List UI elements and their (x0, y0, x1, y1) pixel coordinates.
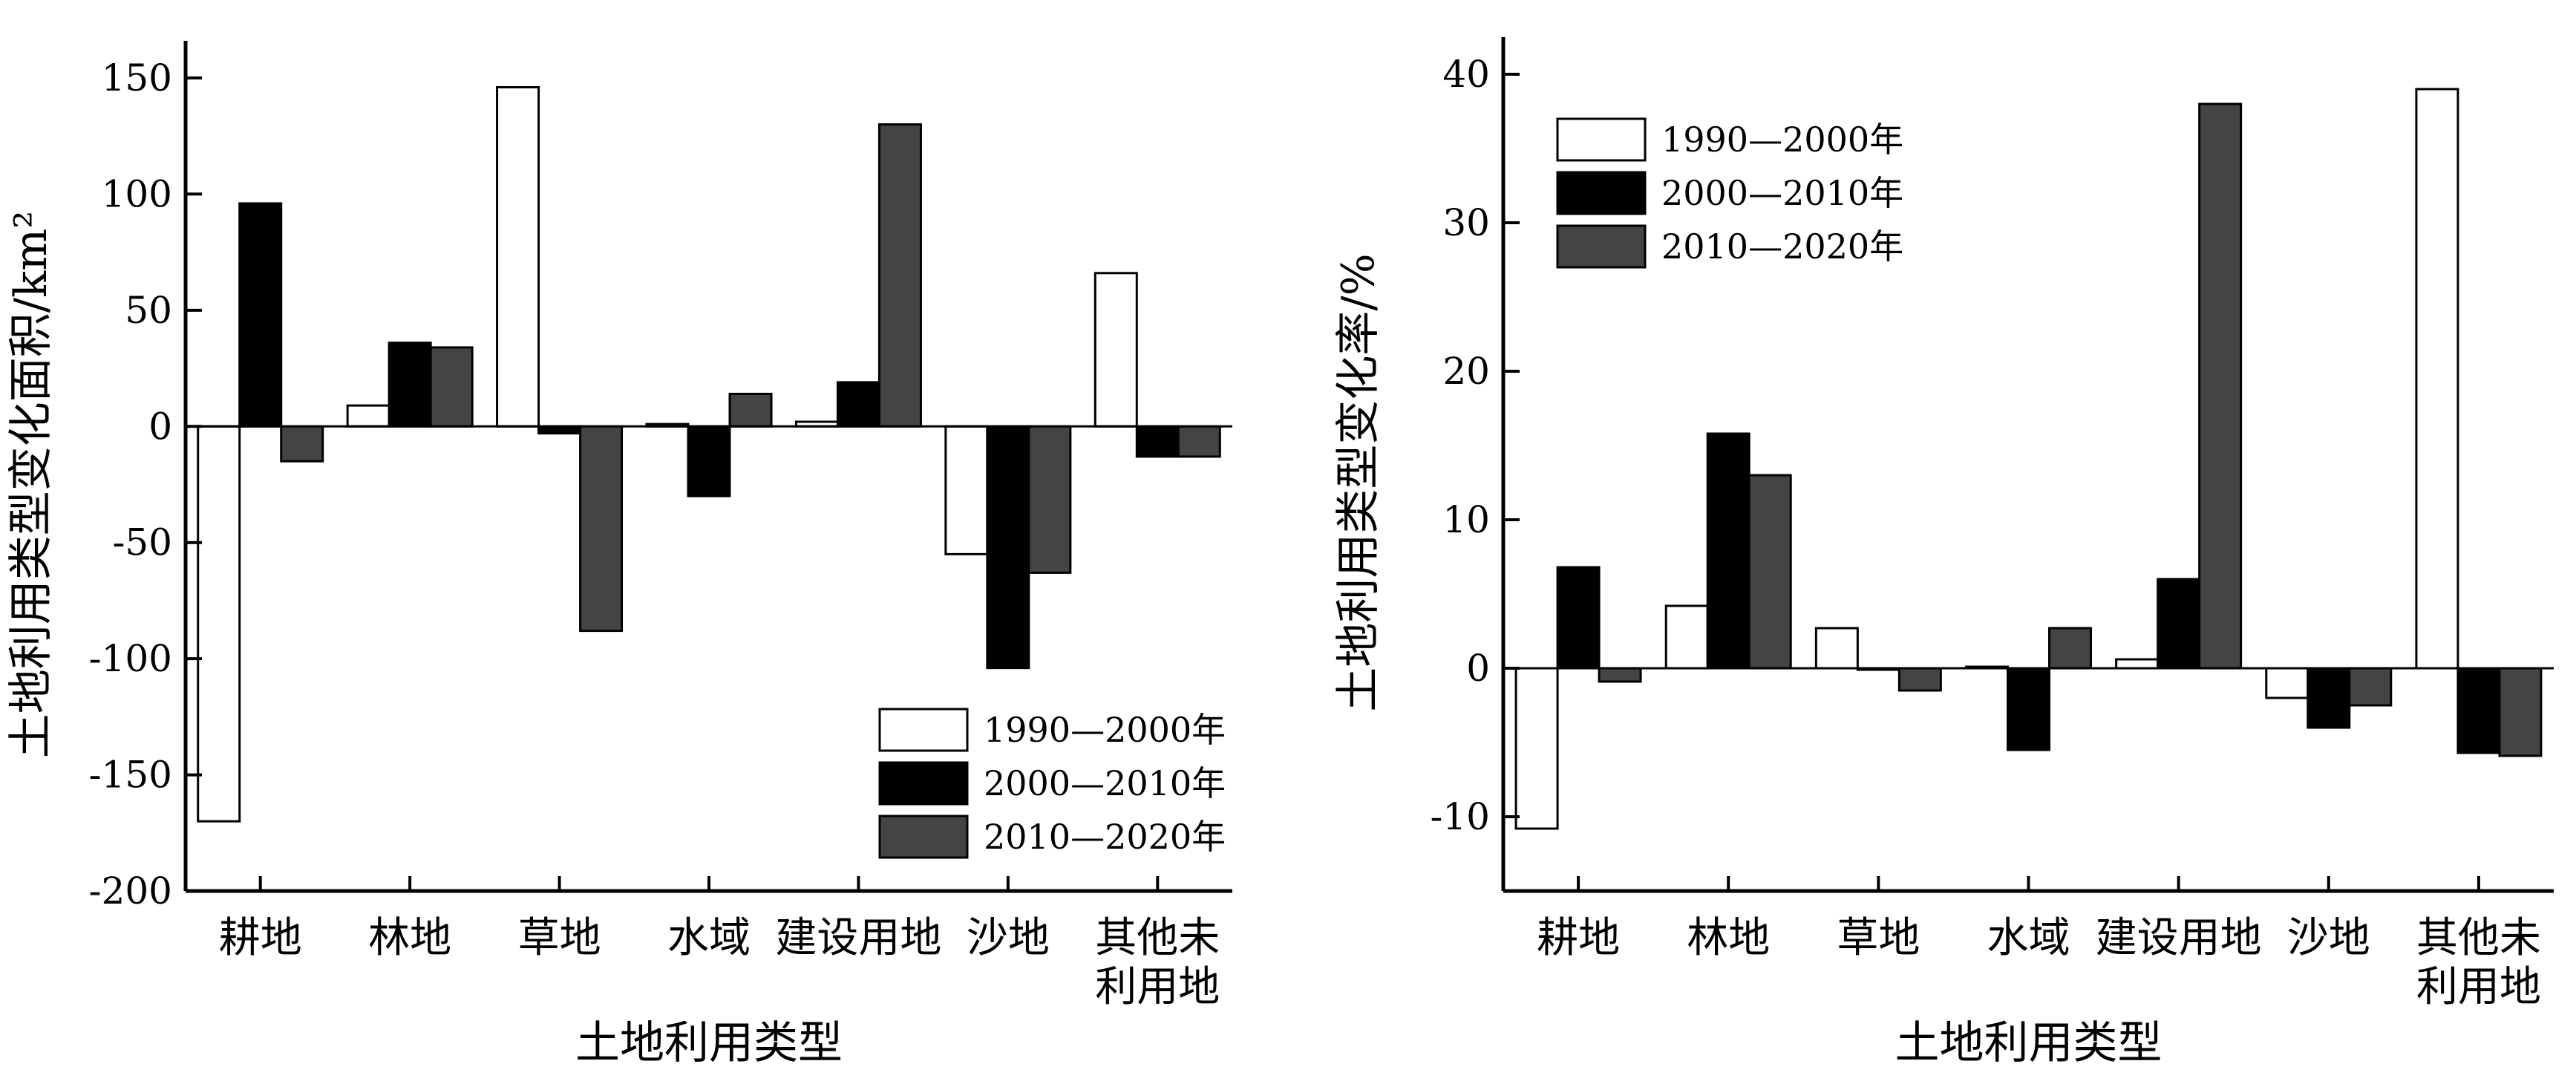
chart-1: -200 -150 -100 -50 0 50 100 150 耕地 林地 草地 水域 建设用地 沙地 其他… (5, 41, 1232, 1069)
x-tick-label: 沙地 (967, 914, 1050, 962)
legend-swatch (878, 815, 969, 859)
bar-1-s3-c1 (280, 425, 324, 463)
legend-label: 2010—2020年 (1661, 226, 1903, 267)
x-axis-title: 土地利用类型 (1895, 1017, 2163, 1069)
legend-label: 2010—2020年 (984, 817, 1226, 857)
bar-1-s3-c3 (579, 425, 624, 633)
legend: 1990—2000年 2000—2010年 2010—2020年 (878, 708, 1226, 859)
y-tick-label: 100 (102, 172, 172, 215)
bar-2-s2-c7 (2456, 667, 2501, 754)
bar-1-s2-c6 (986, 425, 1030, 670)
bar-2-s2-c2 (1706, 432, 1750, 670)
y-tick-label: 0 (148, 405, 172, 448)
legend-swatch (1556, 224, 1647, 269)
bar-2-s3-c4 (2048, 627, 2092, 670)
bar-2-s2-c6 (2307, 667, 2351, 729)
legend-label: 1990—2000年 (1661, 120, 1903, 160)
legend: 1990—2000年 2000—2010年 2010—2020年 (1556, 117, 1903, 269)
bar-2-s1-c5 (2115, 658, 2160, 670)
bar-2-s2-c5 (2157, 578, 2201, 670)
bar-1-s1-c7 (1094, 272, 1138, 428)
bar-2-s3-c7 (2498, 667, 2543, 757)
bar-1-s2-c7 (1135, 425, 1180, 458)
x-tick-label: 建设用地 (775, 914, 941, 962)
legend-swatch (1556, 117, 1647, 162)
bar-1-s1-c6 (944, 425, 989, 555)
y-tick-label: -10 (1430, 795, 1490, 838)
bar-2-s1-c3 (1814, 627, 1859, 670)
bar-2-s3-c3 (1897, 667, 1942, 692)
bar-2-s3-c1 (1598, 667, 1642, 683)
y-tick-label: -50 (112, 521, 172, 564)
bar-1-s2-c5 (836, 381, 880, 428)
y-tick-label: 40 (1442, 53, 1490, 96)
legend-label: 1990—2000年 (984, 710, 1226, 750)
y-tick-label: 0 (1466, 647, 1490, 690)
x-tick-label: 水域 (667, 914, 751, 962)
bar-1-s3-c5 (877, 123, 922, 428)
bar-2-s3-c5 (2198, 102, 2243, 670)
y-tick-label: 10 (1442, 498, 1490, 541)
bar-2-s1-c2 (1664, 604, 1709, 670)
bar-1-s3-c4 (728, 392, 773, 428)
x-tick-label: 建设用地 (2096, 914, 2262, 962)
y-tick-label: 30 (1442, 201, 1490, 244)
y-tick-label: 20 (1442, 350, 1490, 393)
bar-2-s1-c6 (2265, 667, 2309, 699)
bar-1-s3-c7 (1177, 425, 1221, 458)
bar-2-s1-c1 (1514, 667, 1559, 830)
legend-swatch (878, 708, 969, 752)
x-tick-label: 耕地 (1537, 914, 1620, 962)
x-axis-title: 土地利用类型 (575, 1017, 843, 1069)
bar-1-s2-c2 (388, 342, 432, 428)
x-tick-label: 耕地 (219, 914, 302, 962)
legend-label: 2000—2010年 (984, 763, 1226, 803)
y-axis-title: 土地利用类型变化面积/km² (5, 211, 57, 759)
x-tick-label: 草地 (1837, 914, 1920, 962)
bar-1-s1-c1 (197, 425, 241, 823)
y-tick-label: -200 (89, 869, 172, 913)
x-tick-label: 草地 (518, 914, 601, 962)
x-tick-label: 沙地 (2287, 914, 2370, 962)
bar-2-s3-c2 (1748, 474, 1792, 670)
y-axis-title: 土地利用类型变化率/% (1333, 253, 1385, 711)
bar-1-s3-c6 (1027, 425, 1072, 574)
x-tick-label: 林地 (368, 914, 451, 962)
bar-1-s2-c1 (238, 202, 283, 428)
legend-label: 2000—2010年 (1661, 173, 1903, 213)
legend-swatch (878, 761, 969, 806)
y-tick-label: -100 (89, 637, 172, 680)
x-tick-label: 其他未利用地 (2416, 914, 2541, 1011)
bar-1-s2-c4 (687, 425, 731, 497)
x-tick-label: 水域 (1987, 914, 2070, 962)
bar-2-s2-c1 (1556, 566, 1601, 670)
x-tick-label: 林地 (1687, 914, 1770, 962)
y-tick-label: -150 (89, 754, 172, 797)
bar-2-s2-c4 (2007, 667, 2050, 751)
bar-1-s3-c2 (429, 346, 474, 428)
bar-2-s3-c6 (2348, 667, 2393, 707)
bar-1-s1-c2 (346, 404, 390, 428)
y-tick-label: 50 (125, 289, 172, 332)
bar-2-s1-c7 (2415, 88, 2459, 670)
x-tick-label: 其他未利用地 (1095, 914, 1220, 1011)
legend-swatch (1556, 171, 1647, 215)
bar-1-s1-c3 (496, 86, 540, 428)
y-tick-label: 150 (102, 56, 172, 99)
